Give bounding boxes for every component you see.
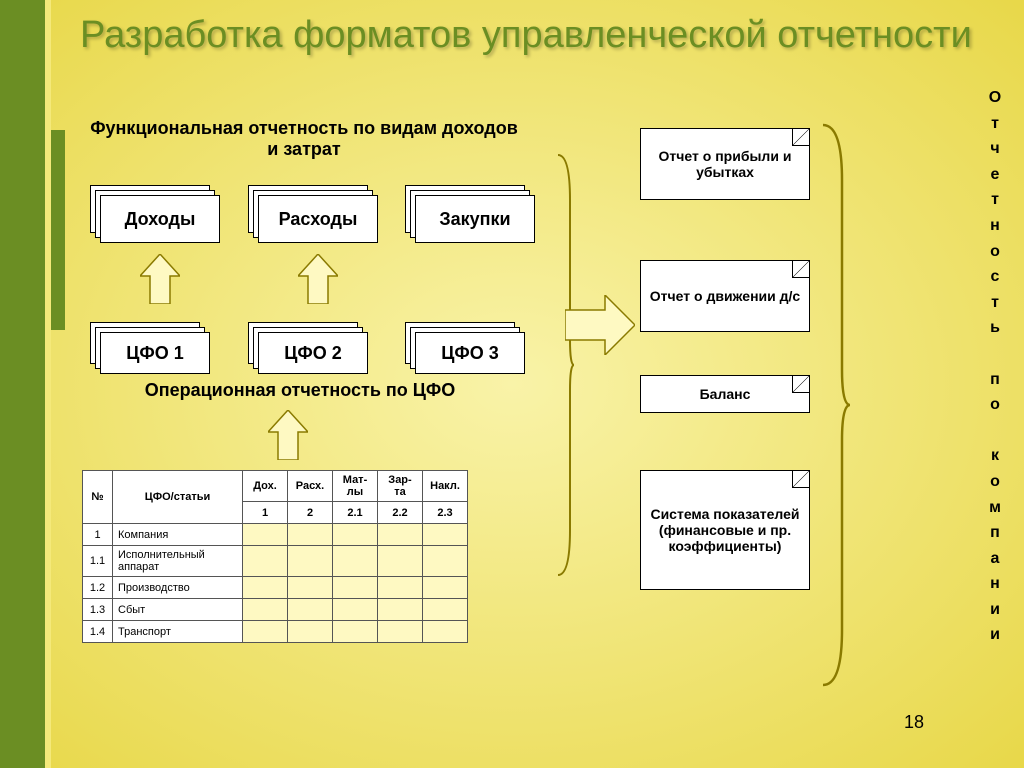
arrow-up-icon [140,254,180,304]
doc-stack-cfo1: ЦФО 1 [100,332,210,374]
subtitle-functional: Функциональная отчетность по видам доход… [84,118,524,160]
doc-stack-cfo2: ЦФО 2 [258,332,368,374]
arrow-up-icon [268,410,308,460]
arrow-up-icon [298,254,338,304]
doc-label: ЦФО 3 [441,343,499,364]
table-row: 1.1Исполнительный аппарат [83,546,468,577]
doc-label: Расходы [279,209,358,230]
doc-stack-purchases: Закупки [415,195,535,243]
table-row: 1.4Транспорт [83,621,468,643]
arrow-right-icon [565,295,635,355]
report-box: Отчет о прибыли и убытках [640,128,810,200]
subtitle-operational: Операционная отчетность по ЦФО [120,380,480,401]
report-box: Баланс [640,375,810,413]
cfo-table: №ЦФО/статьиДох.Расх.Мат-лыЗар-таНакл.122… [82,470,468,643]
doc-label: Закупки [439,209,510,230]
report-box: Отчет о движении д/с [640,260,810,332]
doc-stack-cfo3: ЦФО 3 [415,332,525,374]
bracket-icon [556,150,574,580]
doc-label: Доходы [125,209,196,230]
page-number: 18 [904,712,924,733]
doc-label: ЦФО 1 [126,343,184,364]
table-row: 1Компания [83,524,468,546]
brace-icon [820,120,850,690]
doc-label: ЦФО 2 [284,343,342,364]
doc-stack-expenses: Расходы [258,195,378,243]
table-row: 1.3Сбыт [83,599,468,621]
doc-stack-income: Доходы [100,195,220,243]
slide-title: Разработка форматов управленческой отчет… [80,15,972,57]
report-box: Система показателей (финансовые и пр. ко… [640,470,810,590]
table-row: 1.2Производство [83,577,468,599]
vertical-label: Отчетность по компании [986,85,1006,648]
